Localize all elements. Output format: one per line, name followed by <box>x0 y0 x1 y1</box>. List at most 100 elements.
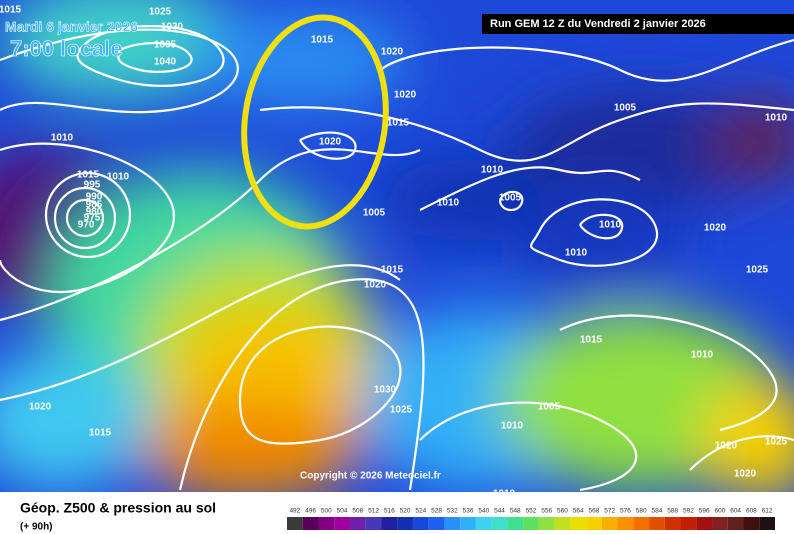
colorbar-swatch <box>727 517 744 530</box>
colorbar-swatch <box>523 517 539 530</box>
colorbar-label: 612 <box>762 508 773 515</box>
isobars <box>0 24 794 492</box>
colorbar-swatch <box>507 517 524 530</box>
legend-title: Géop. Z500 & pression au sol <box>20 500 216 516</box>
isobar-label: 1010 <box>437 198 460 209</box>
isobar-label: 1005 <box>499 193 522 204</box>
isobar-label: 1030 <box>374 385 397 396</box>
annotation-circle <box>241 14 389 230</box>
isobar-label: 1005 <box>363 208 386 219</box>
isobar-labels: 1015 1025 1030 1035 1040 1015 1020 1020 1015 1005… <box>0 5 788 500</box>
colorbar-label: 492 <box>289 508 300 515</box>
colorbar-swatch <box>334 517 350 530</box>
isobar-label: 1015 <box>89 428 112 439</box>
colorbar-swatch <box>554 517 571 530</box>
isobar-label: 1005 <box>538 402 561 413</box>
colorbar-swatch <box>601 517 618 530</box>
colorbar-label: 596 <box>699 508 710 515</box>
colorbar-label: 496 <box>305 508 316 515</box>
colorbar-swatch <box>491 517 508 530</box>
colorbar-swatch <box>696 517 713 530</box>
isobar-label: 1020 <box>734 469 757 480</box>
colorbar-swatch <box>743 517 760 530</box>
colorbar-label: 540 <box>478 508 489 515</box>
colorbar-swatch <box>649 517 665 530</box>
isobar-label: 1010 <box>51 133 74 144</box>
isobar-label: 1020 <box>704 223 727 234</box>
isobar-label: 1030 <box>161 22 184 33</box>
isobar-label: 1020 <box>381 47 404 58</box>
isobar-label: 1015 <box>77 170 100 181</box>
colorbar-label: 528 <box>431 508 442 515</box>
isobar-label: 1020 <box>364 280 387 291</box>
isobar-label: 1010 <box>599 220 622 231</box>
isobar-label: 1010 <box>107 172 130 183</box>
colorbar-swatch <box>475 517 492 530</box>
time-text: 7:00 locale <box>10 36 123 61</box>
colorbar-swatch <box>412 517 429 530</box>
colorbar-label: 500 <box>321 508 332 515</box>
isobar-label: 1020 <box>715 441 738 452</box>
isobar-label: 1040 <box>154 57 177 68</box>
colorbar-label: 604 <box>730 508 741 515</box>
colorbar-swatch <box>460 517 476 530</box>
colorbar-swatch <box>444 517 461 530</box>
isobar-label: 1025 <box>390 405 413 416</box>
isobar-label: 1025 <box>746 265 769 276</box>
date-text: Mardi 6 janvier 2026 <box>5 19 138 35</box>
isobar-label: 985 <box>86 200 103 211</box>
colorbar-label: 524 <box>415 508 426 515</box>
colorbar-label: 532 <box>447 508 458 515</box>
colorbar-swatch <box>349 517 366 530</box>
colorbar: 492 496 500 504 508 512 516 520 524 528 532 536 540 5… <box>287 508 775 530</box>
isobar-label: 1020 <box>394 90 417 101</box>
colorbar-label: 508 <box>352 508 363 515</box>
colorbar-swatch <box>664 517 681 530</box>
run-text: Run GEM 12 Z du Vendredi 2 janvier 2026 <box>490 18 706 30</box>
colorbar-label: 552 <box>526 508 537 515</box>
colorbar-swatch <box>287 517 303 530</box>
colorbar-label: 584 <box>652 508 663 515</box>
colorbar-label: 504 <box>337 508 348 515</box>
isobar-label: 1010 <box>691 350 714 361</box>
colorbar-label: 536 <box>463 508 474 515</box>
colorbar-label: 572 <box>604 508 615 515</box>
run-banner <box>482 14 794 34</box>
isobar-label: 1010 <box>481 165 504 176</box>
colorbar-label: 556 <box>541 508 552 515</box>
isobar-label: 1015 <box>381 265 404 276</box>
isobar-label: 1015 <box>311 35 334 46</box>
colorbar-label: 580 <box>636 508 647 515</box>
isobar-label: 970 <box>78 220 95 231</box>
colorbar-swatch <box>397 517 413 530</box>
colorbar-label: 588 <box>667 508 678 515</box>
colorbar-swatch <box>680 517 697 530</box>
isobar-label: 1015 <box>580 335 603 346</box>
colorbar-swatch <box>428 517 445 530</box>
isobar-label: 1005 <box>614 103 637 114</box>
colorbar-label: 568 <box>589 508 600 515</box>
colorbar-swatch <box>633 517 650 530</box>
colorbar-swatch <box>381 517 398 530</box>
colorbar-label: 548 <box>510 508 521 515</box>
colorbar-label: 560 <box>557 508 568 515</box>
isobar-label: 1020 <box>319 137 342 148</box>
colorbar-label: 576 <box>620 508 631 515</box>
colorbar-label: 600 <box>714 508 725 515</box>
isobar-label: 995 <box>84 180 101 191</box>
colorbar-label: 608 <box>746 508 757 515</box>
isobar-label: 990 <box>86 192 103 203</box>
colorbar-swatch <box>586 517 602 530</box>
isobar-label: 1025 <box>765 437 788 448</box>
isobar-label: 1010 <box>765 113 788 124</box>
isobar-label: 1015 <box>387 118 410 129</box>
colorbar-label: 544 <box>494 508 505 515</box>
colorbar-label: 520 <box>400 508 411 515</box>
isobar-label: 980 <box>86 207 103 218</box>
isobar-label: 1010 <box>493 489 516 500</box>
colorbar-swatch <box>617 517 634 530</box>
colorbar-swatch <box>318 517 335 530</box>
colorbar-swatch <box>759 517 775 530</box>
